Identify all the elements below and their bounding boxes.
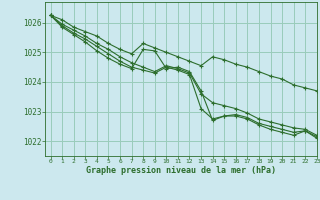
X-axis label: Graphe pression niveau de la mer (hPa): Graphe pression niveau de la mer (hPa)	[86, 166, 276, 175]
